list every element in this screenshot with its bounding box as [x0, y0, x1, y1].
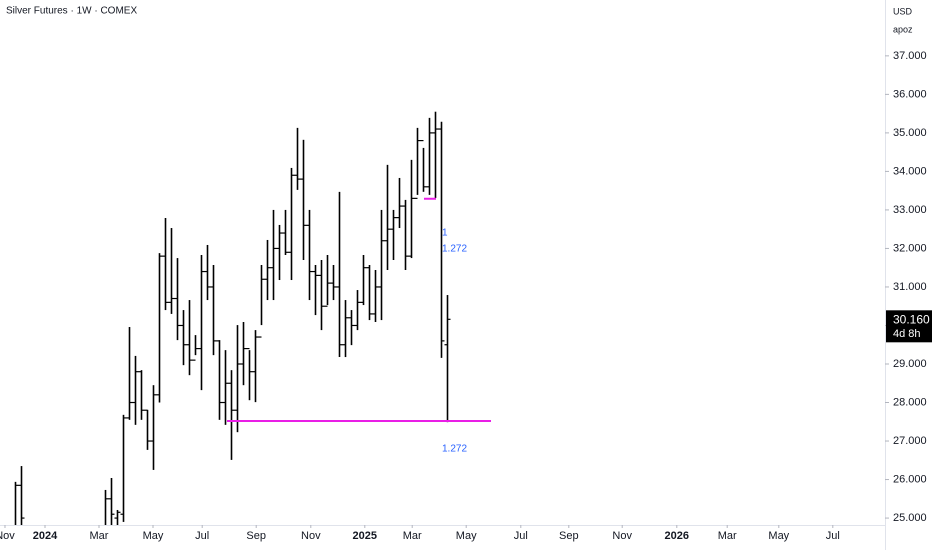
x-tick-label: 2026: [665, 530, 689, 542]
chart-title: Silver Futures · 1W · COMEX: [6, 6, 137, 17]
last-price-badge: [886, 310, 932, 343]
x-tick-label: Mar: [90, 530, 109, 542]
unit[interactable]: apoz: [893, 24, 913, 34]
y-tick-label: 32.000: [893, 242, 927, 254]
x-tick-label: Jul: [826, 530, 840, 542]
countdown: 4d 8h: [893, 328, 921, 340]
x-tick-label: Nov: [612, 530, 632, 542]
x-tick-label: Sep: [246, 530, 266, 542]
x-tick-label: May: [456, 530, 477, 542]
last-price: 30.160: [893, 312, 930, 326]
y-tick-label: 28.000: [893, 396, 927, 408]
fib-label: 1.272: [442, 244, 467, 255]
x-tick-label: 2024: [33, 530, 58, 542]
x-tick-label: Sep: [559, 530, 579, 542]
fib-label: 1: [442, 228, 448, 239]
x-tick-label: Jul: [514, 530, 528, 542]
y-tick-label: 27.000: [893, 435, 927, 447]
y-tick-label: 33.000: [893, 204, 927, 216]
y-tick-label: 37.000: [893, 50, 927, 62]
currency[interactable]: USD: [893, 6, 913, 16]
y-tick-label: 29.000: [893, 358, 927, 370]
y-tick-label: 31.000: [893, 281, 927, 293]
fib-label: 1.272: [442, 444, 467, 455]
x-tick-label: 2025: [353, 530, 377, 542]
x-tick-label: May: [143, 530, 164, 542]
x-tick-label: Mar: [718, 530, 737, 542]
x-tick-label: May: [768, 530, 789, 542]
y-tick-label: 34.000: [893, 165, 927, 177]
x-tick-label: Mar: [403, 530, 422, 542]
x-tick-label: Nov: [0, 530, 15, 542]
y-tick-label: 25.000: [893, 512, 927, 524]
y-tick-label: 35.000: [893, 127, 927, 139]
y-tick-label: 26.000: [893, 473, 927, 485]
y-tick-label: 36.000: [893, 88, 927, 100]
x-tick-label: Jul: [195, 530, 209, 542]
x-tick-label: Nov: [301, 530, 321, 542]
plot-area: [14, 111, 451, 525]
